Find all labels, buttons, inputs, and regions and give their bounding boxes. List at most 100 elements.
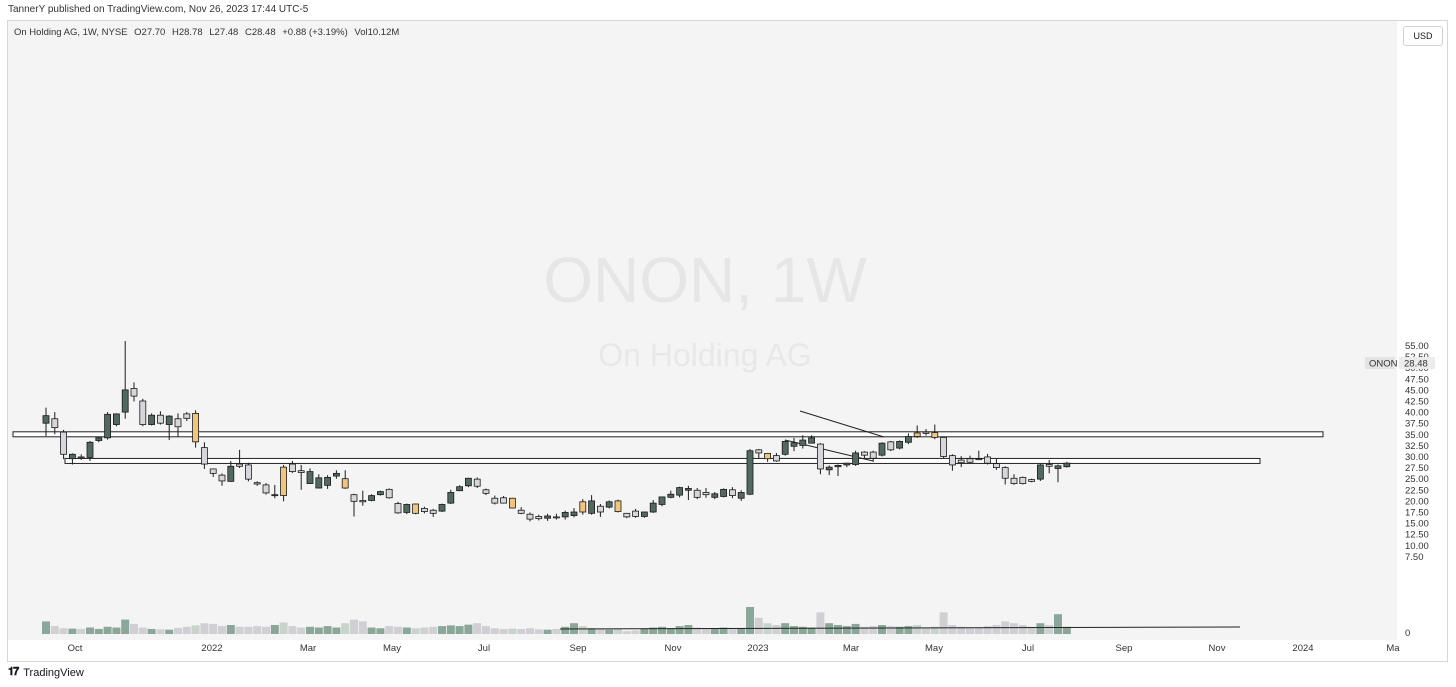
candle[interactable]: [341, 470, 349, 489]
candle[interactable]: [993, 458, 1000, 470]
candle[interactable]: [262, 483, 270, 495]
candle[interactable]: [869, 450, 877, 462]
candle[interactable]: [165, 415, 173, 441]
candle[interactable]: [597, 504, 604, 517]
candle[interactable]: [1010, 474, 1018, 485]
candle[interactable]: [192, 410, 200, 448]
candle[interactable]: [482, 488, 490, 496]
candle[interactable]: [288, 460, 296, 473]
candle[interactable]: [183, 412, 191, 421]
candle[interactable]: [632, 508, 639, 518]
candle[interactable]: [464, 477, 472, 488]
candle[interactable]: [315, 474, 323, 489]
candle[interactable]: [332, 470, 340, 479]
candle[interactable]: [861, 451, 868, 459]
candle[interactable]: [623, 512, 631, 519]
candle[interactable]: [209, 468, 217, 477]
candle[interactable]: [227, 460, 235, 482]
candle[interactable]: [817, 443, 824, 475]
candle[interactable]: [456, 485, 464, 492]
candle[interactable]: [69, 453, 76, 465]
candle[interactable]: [1001, 466, 1009, 485]
candle[interactable]: [447, 489, 455, 505]
candle[interactable]: [561, 510, 569, 520]
candle[interactable]: [130, 382, 138, 402]
candle[interactable]: [271, 484, 279, 499]
candle[interactable]: [922, 428, 930, 436]
candle[interactable]: [42, 407, 50, 437]
candle[interactable]: [966, 455, 974, 464]
candle[interactable]: [104, 412, 111, 440]
candle[interactable]: [368, 494, 376, 502]
candle[interactable]: [702, 488, 710, 498]
candle[interactable]: [685, 485, 692, 501]
candle[interactable]: [236, 449, 244, 469]
candle[interactable]: [905, 433, 912, 445]
candle[interactable]: [605, 500, 613, 509]
candle[interactable]: [253, 481, 261, 486]
candle[interactable]: [200, 442, 208, 469]
candle[interactable]: [121, 341, 129, 419]
candle[interactable]: [60, 429, 67, 460]
candle[interactable]: [764, 452, 771, 462]
candle[interactable]: [729, 487, 736, 499]
candle[interactable]: [174, 413, 182, 437]
candle[interactable]: [887, 440, 895, 452]
candle[interactable]: [984, 453, 991, 465]
candle[interactable]: [350, 493, 358, 517]
candle[interactable]: [500, 496, 508, 504]
candle[interactable]: [614, 499, 622, 513]
candle[interactable]: [244, 462, 252, 482]
candle[interactable]: [359, 490, 367, 506]
candle[interactable]: [799, 435, 807, 449]
candle[interactable]: [148, 413, 156, 426]
candle[interactable]: [86, 440, 94, 461]
candle[interactable]: [218, 473, 226, 486]
candle[interactable]: [156, 411, 164, 425]
candle[interactable]: [95, 436, 103, 443]
candle[interactable]: [420, 506, 428, 514]
candle[interactable]: [535, 514, 543, 521]
candle[interactable]: [711, 492, 719, 500]
candle[interactable]: [280, 464, 288, 502]
candle[interactable]: [940, 436, 947, 459]
candle[interactable]: [641, 511, 648, 518]
candle[interactable]: [1063, 461, 1071, 468]
candle[interactable]: [649, 500, 657, 513]
candle[interactable]: [755, 448, 763, 459]
candle[interactable]: [473, 477, 481, 489]
candle[interactable]: [306, 468, 314, 485]
candle[interactable]: [737, 490, 745, 501]
candle[interactable]: [508, 497, 516, 509]
candle[interactable]: [553, 513, 560, 520]
candle[interactable]: [429, 508, 437, 517]
candle[interactable]: [913, 425, 921, 438]
candle[interactable]: [139, 398, 147, 427]
candle[interactable]: [896, 440, 903, 450]
candle[interactable]: [676, 486, 683, 498]
candle[interactable]: [113, 413, 120, 427]
candle[interactable]: [781, 440, 789, 456]
candle[interactable]: [773, 452, 780, 462]
candle[interactable]: [852, 450, 859, 466]
candle[interactable]: [658, 496, 666, 507]
candle[interactable]: [693, 488, 701, 500]
candle[interactable]: [544, 513, 551, 521]
support-resistance-level[interactable]: [64, 457, 1261, 464]
candle[interactable]: [51, 412, 59, 435]
candle[interactable]: [376, 490, 384, 496]
candle[interactable]: [526, 512, 534, 522]
candle[interactable]: [667, 490, 675, 499]
candle[interactable]: [394, 501, 402, 514]
candle[interactable]: [570, 508, 578, 518]
candle[interactable]: [324, 475, 332, 489]
candle[interactable]: [878, 442, 886, 457]
candle[interactable]: [949, 454, 956, 471]
candle[interactable]: [1019, 476, 1027, 485]
candle[interactable]: [1037, 464, 1044, 481]
candle[interactable]: [1028, 478, 1035, 483]
candle[interactable]: [1054, 464, 1062, 483]
plot-area[interactable]: [8, 21, 1397, 640]
candle[interactable]: [957, 456, 965, 468]
